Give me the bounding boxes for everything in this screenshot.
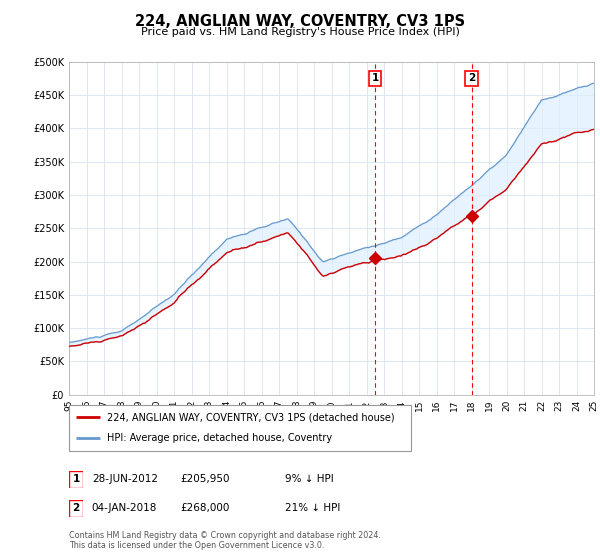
- FancyBboxPatch shape: [69, 471, 83, 488]
- Text: 28-JUN-2012: 28-JUN-2012: [92, 474, 158, 484]
- Text: Price paid vs. HM Land Registry's House Price Index (HPI): Price paid vs. HM Land Registry's House …: [140, 27, 460, 37]
- Text: 224, ANGLIAN WAY, COVENTRY, CV3 1PS (detached house): 224, ANGLIAN WAY, COVENTRY, CV3 1PS (det…: [107, 412, 394, 422]
- Text: 2: 2: [468, 73, 475, 83]
- Text: Contains HM Land Registry data © Crown copyright and database right 2024.
This d: Contains HM Land Registry data © Crown c…: [69, 530, 381, 550]
- Text: HPI: Average price, detached house, Coventry: HPI: Average price, detached house, Cove…: [107, 433, 332, 444]
- Text: 1: 1: [73, 474, 80, 484]
- FancyBboxPatch shape: [69, 500, 83, 517]
- Text: 2: 2: [73, 503, 80, 514]
- Text: 04-JAN-2018: 04-JAN-2018: [92, 503, 157, 513]
- Text: 21% ↓ HPI: 21% ↓ HPI: [285, 503, 340, 513]
- Text: 1: 1: [371, 73, 379, 83]
- Text: 224, ANGLIAN WAY, COVENTRY, CV3 1PS: 224, ANGLIAN WAY, COVENTRY, CV3 1PS: [135, 14, 465, 29]
- Text: £268,000: £268,000: [180, 503, 229, 513]
- Text: £205,950: £205,950: [180, 474, 229, 484]
- FancyBboxPatch shape: [69, 405, 411, 451]
- Text: 9% ↓ HPI: 9% ↓ HPI: [285, 474, 334, 484]
